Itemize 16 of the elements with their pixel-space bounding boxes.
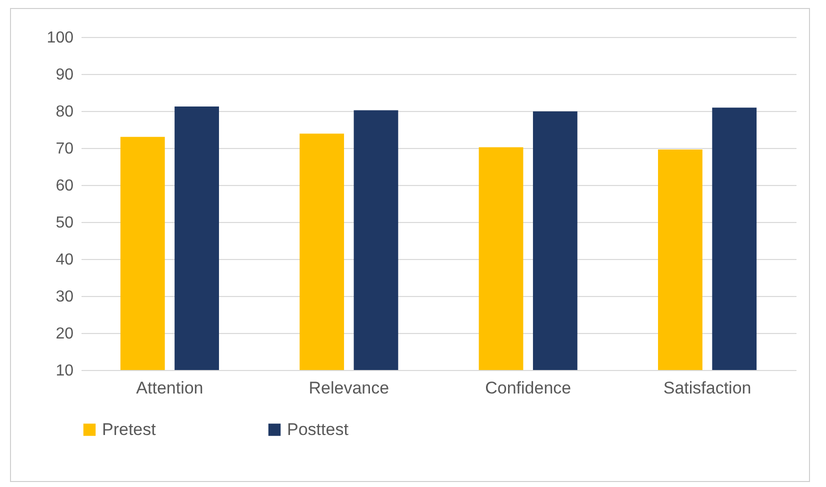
y-tick-label: 10 xyxy=(56,362,74,380)
y-tick-label: 100 xyxy=(46,30,74,46)
x-tick-label: Confidence xyxy=(485,378,572,398)
y-tick-label: 80 xyxy=(56,104,74,120)
x-tick-label: Relevance xyxy=(308,378,390,398)
x-tick-label: Attention xyxy=(136,378,204,398)
legend-label: Pretest xyxy=(102,420,156,439)
y-tick-label: 70 xyxy=(56,140,74,158)
y-tick-label: 40 xyxy=(56,252,74,268)
y-tick-label: 90 xyxy=(56,66,74,84)
legend-label: Posttest xyxy=(287,420,349,439)
y-tick-label: 50 xyxy=(56,214,74,232)
y-tick-label: 60 xyxy=(56,178,74,194)
y-tick-label: 20 xyxy=(56,326,74,342)
x-tick-label: Satisfaction xyxy=(663,378,752,398)
y-tick-label: 30 xyxy=(56,288,74,306)
